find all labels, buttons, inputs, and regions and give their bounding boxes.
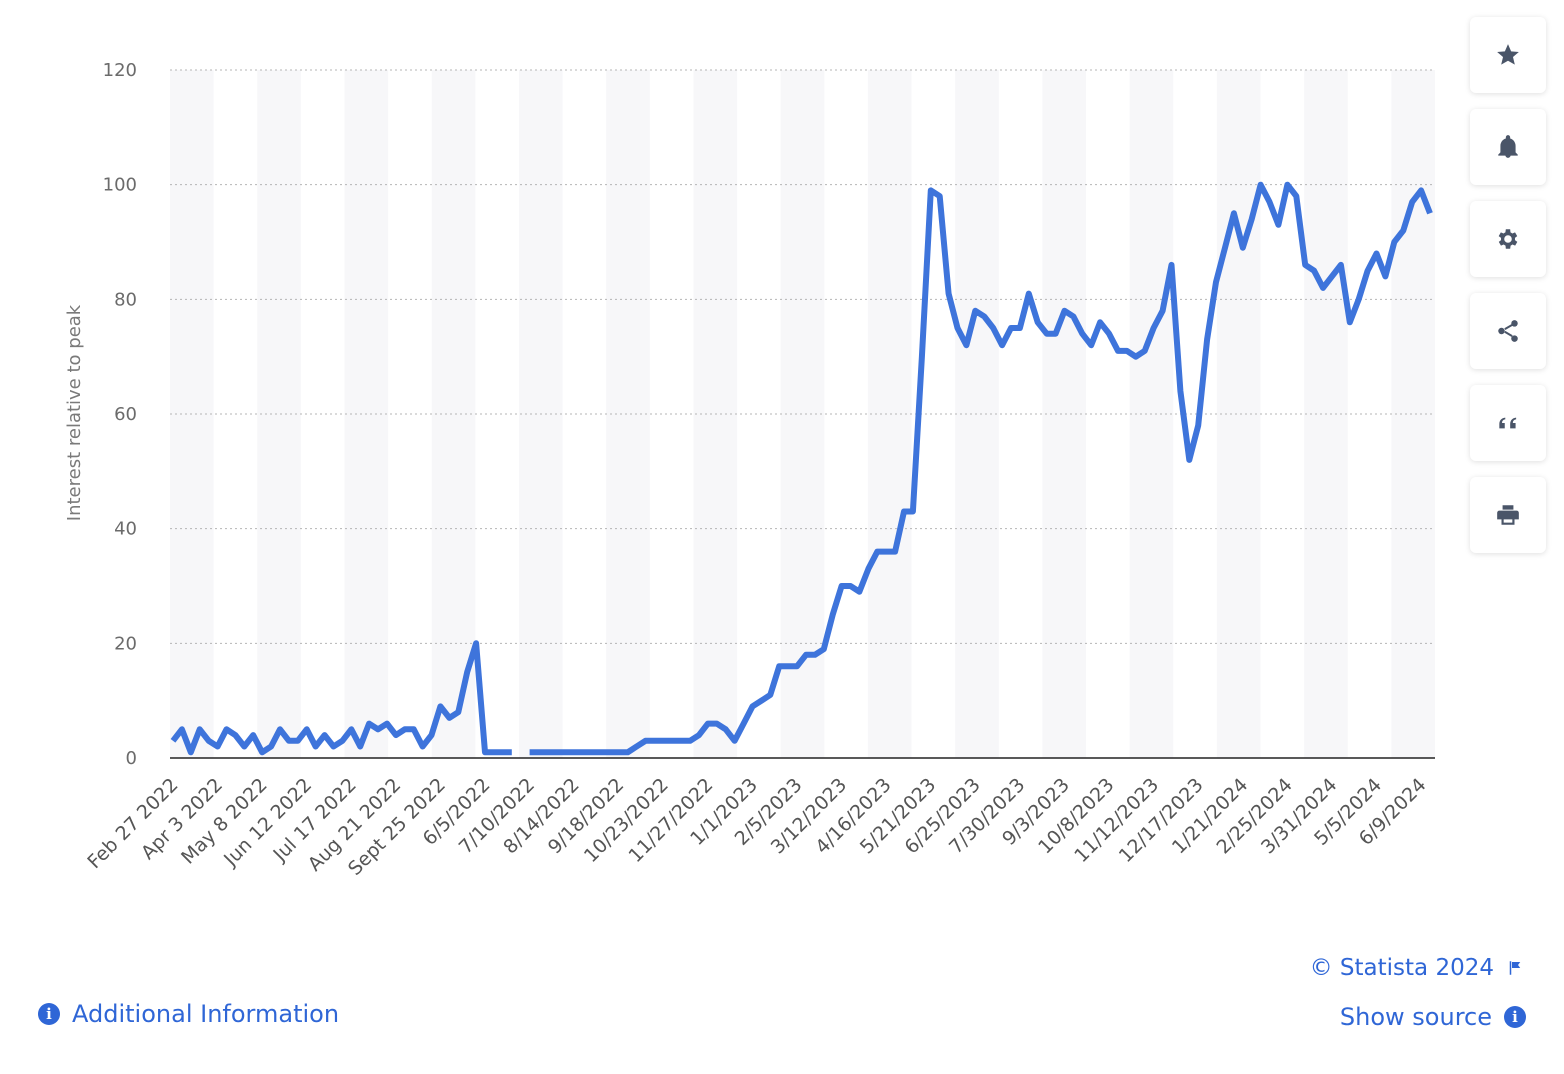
series-line xyxy=(170,181,1433,756)
notification-button[interactable] xyxy=(1470,109,1546,185)
y-tick-label: 120 xyxy=(103,60,137,81)
print-icon xyxy=(1497,505,1519,525)
quote-icon xyxy=(1499,417,1517,429)
column-band xyxy=(780,70,825,758)
y-tick-label: 100 xyxy=(103,175,137,196)
info-icon: i xyxy=(1504,1006,1526,1028)
star-icon xyxy=(1497,44,1519,65)
column-band xyxy=(606,70,650,758)
column-band xyxy=(1391,70,1435,758)
favorite-button[interactable] xyxy=(1470,17,1546,93)
share-button[interactable] xyxy=(1470,293,1546,369)
cite-button[interactable] xyxy=(1470,385,1546,461)
show-source-link[interactable]: Show source i xyxy=(1340,1003,1526,1031)
y-axis-label: Interest relative to peak xyxy=(64,304,85,521)
column-band xyxy=(257,70,301,758)
grid-lines xyxy=(170,69,1435,644)
series-line-segment xyxy=(529,181,1433,756)
info-icon: i xyxy=(38,1003,60,1025)
y-axis-ticks: 0 20 40 60 80 100 120 xyxy=(103,60,137,769)
credit-text: © Statista 2024 xyxy=(1309,955,1494,981)
y-tick-label: 60 xyxy=(114,404,137,425)
print-button[interactable] xyxy=(1470,477,1546,553)
statista-credit[interactable]: © Statista 2024 xyxy=(1310,955,1524,981)
settings-button[interactable] xyxy=(1470,201,1546,277)
flag-icon xyxy=(1509,961,1521,975)
column-band xyxy=(431,70,476,758)
share-icon xyxy=(1498,320,1518,342)
column-band xyxy=(1042,70,1087,758)
y-tick-label: 20 xyxy=(114,633,137,654)
gear-icon xyxy=(1498,229,1518,249)
additional-information-link[interactable]: i Additional Information xyxy=(38,1000,339,1028)
y-tick-label: 40 xyxy=(114,519,137,540)
show-source-label: Show source xyxy=(1339,1003,1492,1031)
y-tick-label: 80 xyxy=(114,289,137,310)
y-tick-label: 0 xyxy=(126,748,137,769)
bell-icon xyxy=(1498,135,1518,158)
column-band xyxy=(1216,70,1261,758)
series-line-segment xyxy=(170,640,512,756)
additional-information-label: Additional Information xyxy=(72,1000,340,1028)
